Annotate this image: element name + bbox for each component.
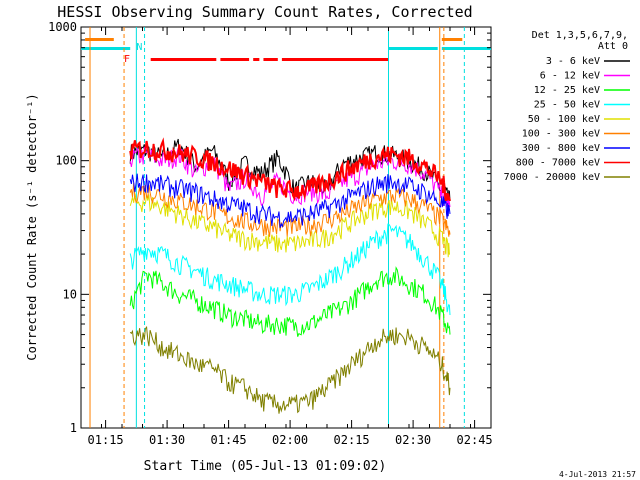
series-2: [129, 266, 451, 337]
series-5: [129, 182, 451, 237]
series-line-8: [129, 325, 451, 414]
x-tick-label-5: 02:30: [395, 433, 431, 447]
y-tick-label-2: 100: [55, 154, 77, 168]
legend: Det 1,3,5,6,7,9,Att 0 3 - 6 keV 6 - 12 keV…: [504, 30, 630, 183]
flag-bar-cyan-left: [81, 47, 131, 50]
series-3: [129, 223, 451, 316]
y-tick-label-3: 1000: [48, 20, 77, 34]
flag-bar-red-0: [150, 58, 217, 61]
series-4: [129, 193, 450, 258]
series-line-2: [129, 266, 451, 337]
legend-entry-label-1: 6 - 12 keV: [540, 71, 600, 82]
legend-entry-label-4: 50 - 100 keV: [528, 114, 600, 125]
series-line-4: [129, 193, 450, 258]
legend-title-line-1: Att 0: [598, 41, 628, 52]
x-tick-label-3: 02:00: [272, 433, 308, 447]
flag-bar-orange-left: [85, 38, 114, 41]
legend-entry-label-0: 3 - 6 keV: [546, 56, 600, 67]
flag-label-night: N: [136, 42, 142, 53]
axes: 1 10 100 1000 01:15 01:30 01:45 02:00 02:15 02:30…: [48, 20, 493, 447]
series-line-7: [129, 137, 451, 202]
series-6: [129, 173, 451, 229]
flag-bar-red-3: [263, 58, 278, 61]
series-line-3: [129, 223, 451, 316]
x-tick-label-0: 01:15: [88, 433, 124, 447]
series-line-6: [129, 173, 451, 229]
series-layer: [129, 137, 451, 414]
legend-entry-label-5: 100 - 300 keV: [522, 129, 600, 140]
flag-label-saa: F: [124, 54, 130, 65]
flag-bar-red-1: [220, 58, 250, 61]
flag-bar-cyan-right: [388, 47, 438, 50]
generated-date: 4-Jul-2013 21:57: [559, 470, 636, 479]
legend-entry-label-8: 7000 - 20000 keV: [504, 172, 600, 183]
legend-entry-label-3: 25 - 50 keV: [534, 100, 600, 111]
legend-entry-label-2: 12 - 25 keV: [534, 85, 600, 96]
legend-entry-label-7: 800 - 7000 keV: [516, 158, 600, 169]
legend-entry-label-6: 300 - 800 keV: [522, 143, 600, 154]
flag-bar-orange-right: [441, 38, 463, 41]
x-axis-label: Start Time (05-Jul-13 01:09:02): [144, 459, 387, 474]
x-tick-label-2: 01:45: [211, 433, 247, 447]
series-8: [129, 325, 451, 414]
legend-title-line-0: Det 1,3,5,6,7,9,: [532, 30, 628, 41]
flag-bar-red-2: [253, 58, 260, 61]
y-axis-label: Corrected Count Rate (s⁻¹ detector⁻¹): [25, 93, 39, 360]
x-tick-label-4: 02:15: [334, 433, 370, 447]
chart-title: HESSI Observing Summary Count Rates, Cor…: [57, 3, 472, 21]
series-7: [129, 137, 451, 202]
flag-bar-cyan-right-2: [441, 47, 491, 50]
series-line-5: [129, 182, 451, 237]
y-tick-label-1: 10: [63, 287, 77, 301]
x-tick-label-6: 02:45: [457, 433, 493, 447]
status-flag-bars: NF: [81, 38, 491, 65]
x-tick-label-1: 01:30: [149, 433, 185, 447]
y-tick-label-0: 1: [70, 421, 77, 435]
flag-bar-red-4: [281, 58, 389, 61]
